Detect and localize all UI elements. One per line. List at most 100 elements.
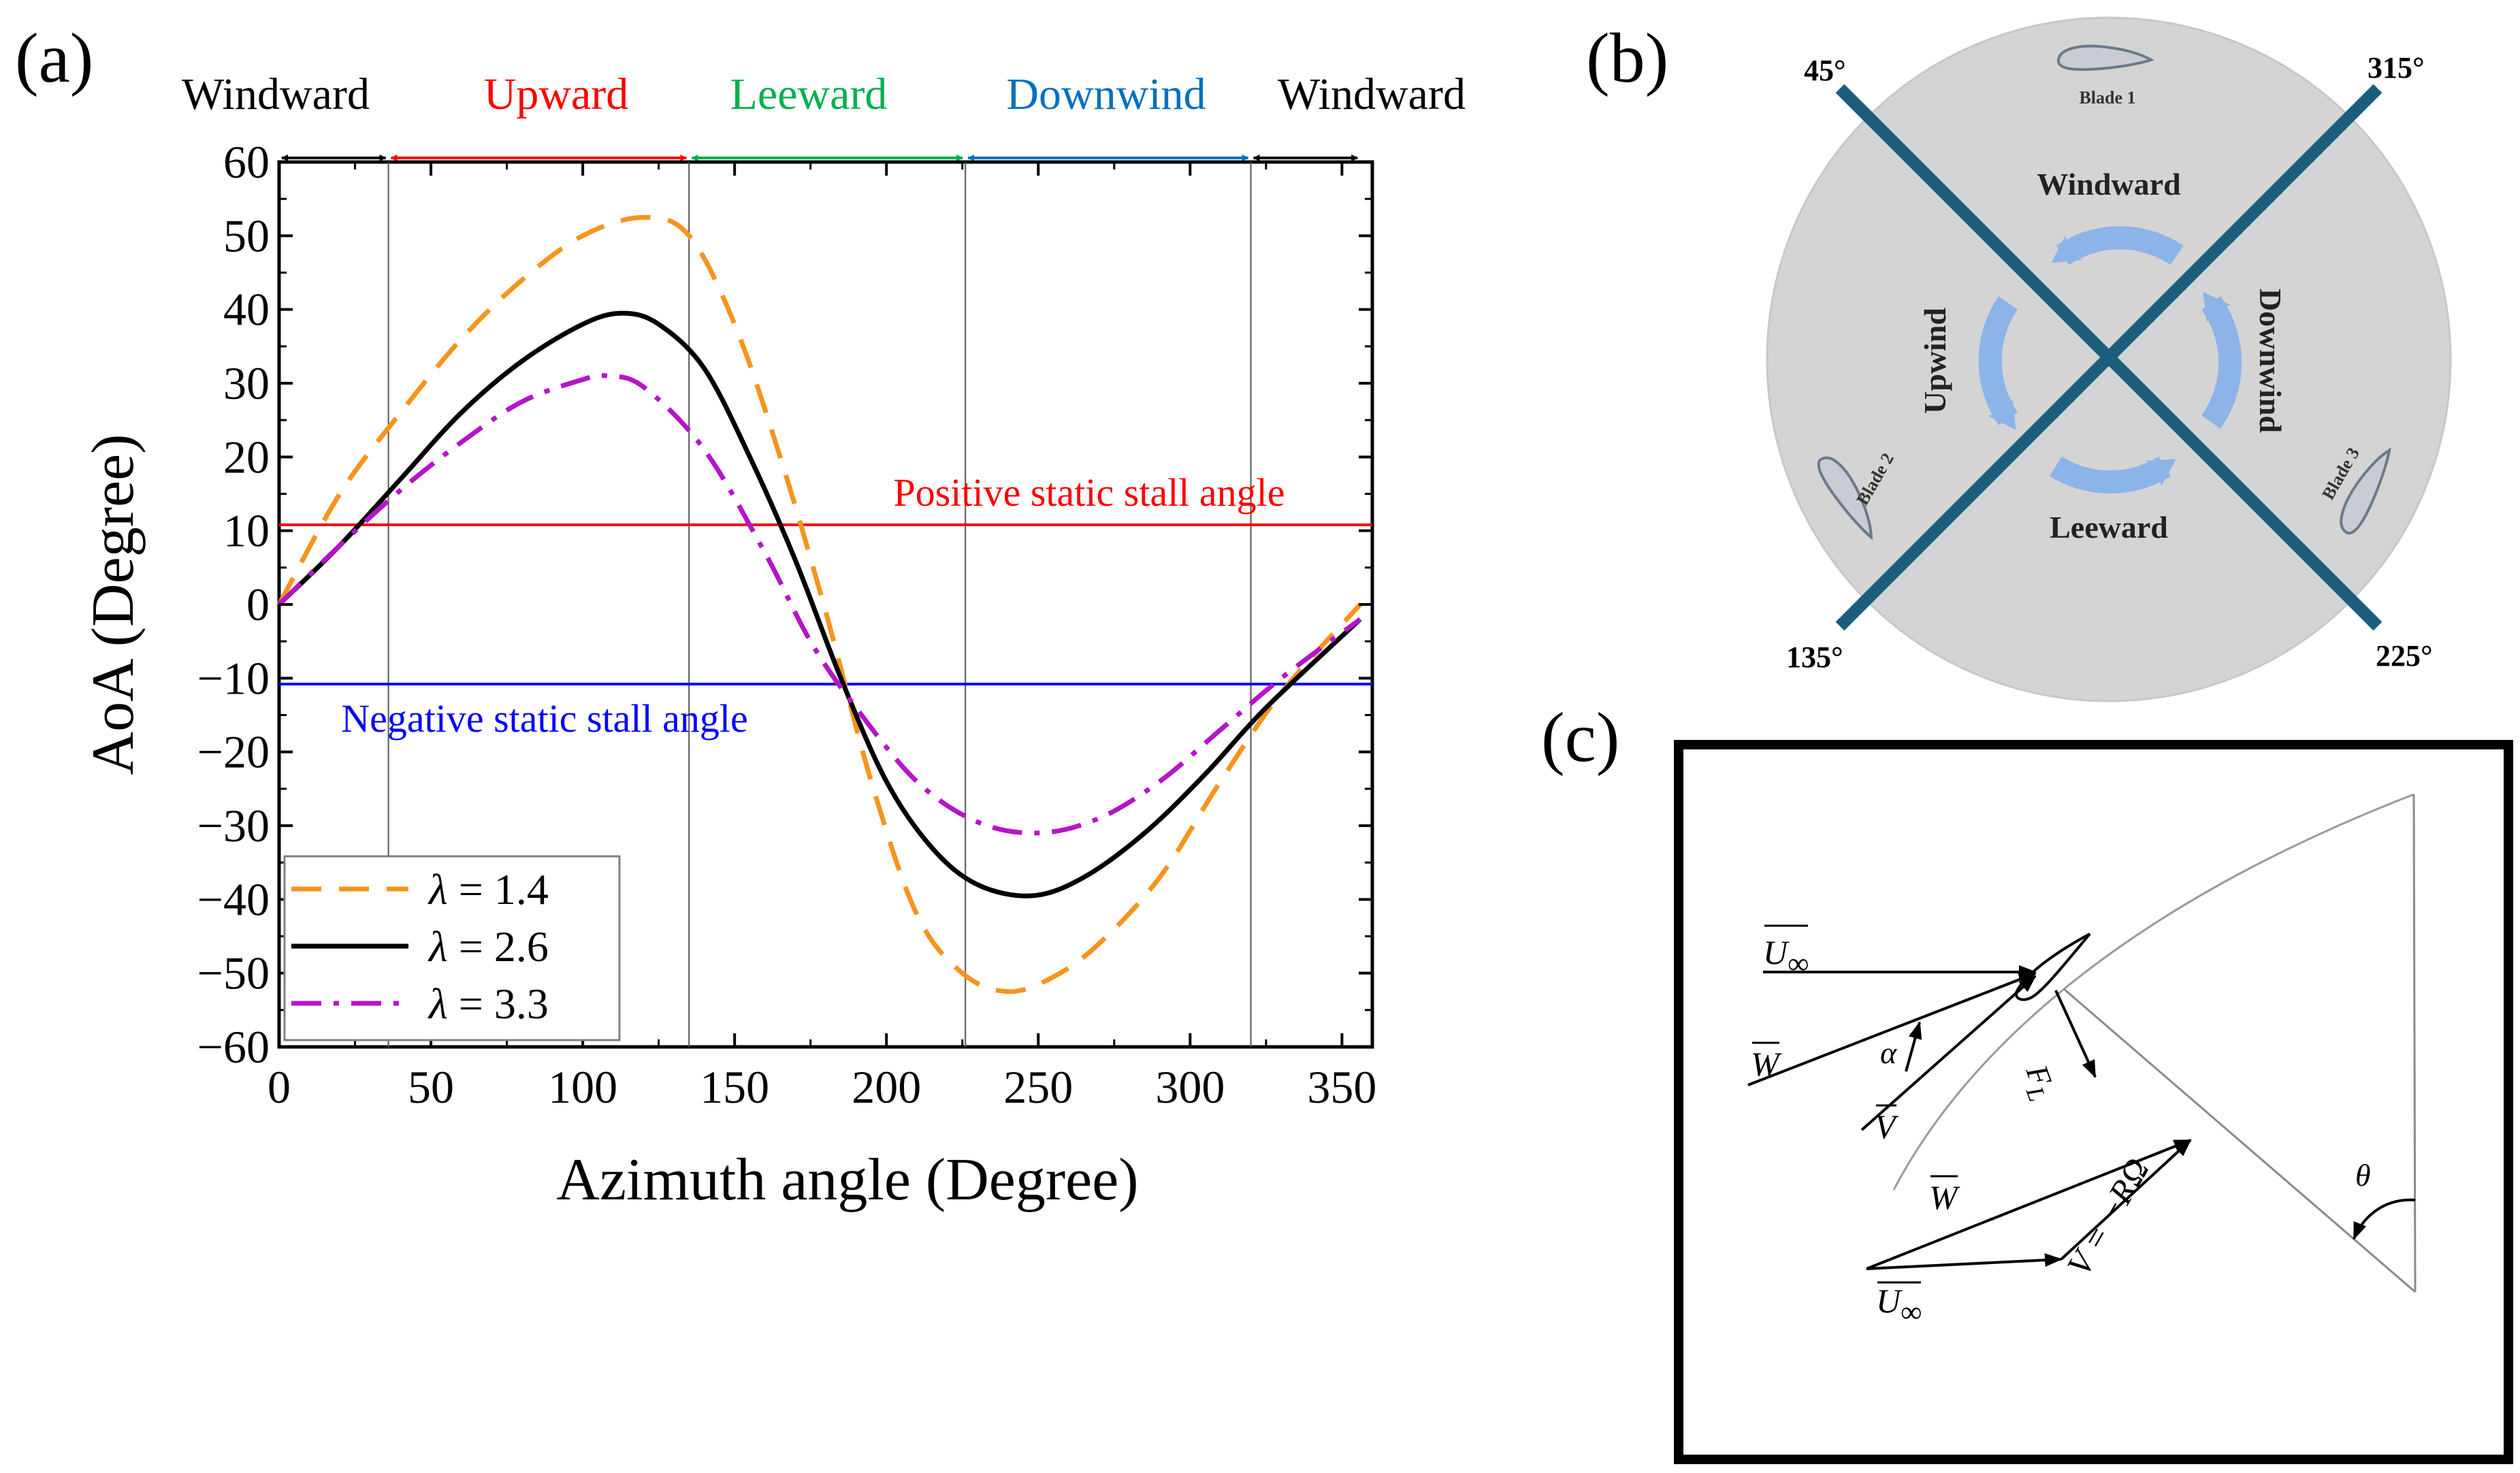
u-inf-label: U∞ (1763, 933, 1809, 980)
y-tick-label-50: 50 (223, 210, 270, 261)
y-tick-label-neg10: −10 (197, 652, 270, 704)
y-tick-label-40: 40 (223, 284, 270, 336)
w-vector (1747, 972, 2037, 1086)
v-label: V (1875, 1107, 1899, 1146)
panel-label-c: (c) (1541, 698, 1619, 777)
legend: λ = 1.4λ = 2.6λ = 3.3 (283, 855, 621, 1041)
legend-lambda-symbol: λ (427, 980, 448, 1028)
sector-label-upwind: Upwind (1918, 308, 1952, 414)
legend-lambda-value: = 2.6 (448, 922, 549, 971)
y-tick-label-neg40: −40 (197, 873, 270, 925)
radius-line-vertical (2412, 794, 2417, 1293)
y-tick-label-30: 30 (223, 357, 270, 409)
blade-3 (2340, 447, 2391, 535)
triangle-u-inf-label: U∞ (1876, 1282, 1922, 1329)
series-line-2-6 (277, 310, 1362, 899)
x-tick-label-0: 0 (268, 1061, 291, 1113)
blade-3-airfoil (2340, 447, 2391, 535)
y-tick-label-20: 20 (223, 431, 270, 483)
x-axis-label: Azimuth angle (Degree) (556, 1147, 1138, 1213)
stall-label-0: Positive static stall angle (893, 470, 1285, 515)
u-inf-subscript: ∞ (1788, 947, 1809, 980)
angle-label-45: 45° (1804, 54, 1846, 87)
stall-label-1: Negative static stall angle (341, 696, 748, 741)
triangle-u-inf-subscript: ∞ (1901, 1295, 1922, 1329)
axis-ticks (278, 161, 1372, 1048)
w-label: W (1751, 1045, 1782, 1083)
blade-2-airfoil (1817, 456, 1873, 540)
blade-1-label: Blade 1 (2079, 88, 2135, 108)
alpha-arrow (1905, 1021, 1922, 1072)
legend-lambda-symbol: λ (427, 865, 448, 913)
blade-1: Blade 1 (2056, 44, 2154, 108)
series-line-3-3 (277, 372, 1362, 836)
x-tick-label-100: 100 (548, 1061, 617, 1113)
y-tick-label-60: 60 (223, 136, 270, 188)
legend-label-1-4: λ = 1.4 (427, 865, 549, 913)
blade-1-airfoil (2056, 44, 2154, 71)
sector-label-leeward: Leeward (2050, 510, 2168, 545)
sector-labels: Windward Upward Leeward Downwind Windward (182, 69, 1466, 119)
y-axis-label: AoA (Degree) (80, 434, 146, 775)
alpha-label: α (1880, 1035, 1897, 1070)
v-vector (1860, 975, 2037, 1131)
triangle-w-vector (1866, 1139, 2192, 1270)
legend-items: λ = 1.4λ = 2.6λ = 3.3 (291, 865, 549, 1028)
y-tick-label-neg30: −30 (197, 800, 270, 852)
y-tick-label-10: 10 (223, 505, 270, 557)
x-tick-label-300: 300 (1155, 1061, 1225, 1113)
legend-lambda-value: = 1.4 (448, 865, 549, 913)
diagonal-line-315-135 (1835, 84, 2382, 631)
triangle-v-vector (2060, 1139, 2192, 1261)
angle-label-315: 315° (2368, 51, 2425, 84)
rotation-arrow-top (2051, 226, 2184, 265)
sector-boundary-lines (387, 162, 1252, 1047)
u-inf-symbol: U (1763, 933, 1790, 971)
y-tick-label-neg60: −60 (197, 1021, 270, 1073)
sector-label-4: Windward (1278, 69, 1466, 119)
stall-reference-lines: Positive static stall angle Negative stat… (279, 470, 1372, 741)
rotation-arrow-bottom (2049, 456, 2176, 494)
sector-label-2: Leeward (730, 69, 888, 119)
sector-label-1: Upward (484, 69, 629, 119)
panel-label-b: (b) (1586, 19, 1668, 97)
x-tick-label-200: 200 (852, 1061, 921, 1113)
legend-lambda-value: = 3.3 (448, 980, 549, 1028)
angle-label-225: 225° (2376, 639, 2433, 673)
rotation-arrow-left (1978, 296, 2018, 430)
series-group (276, 214, 1362, 994)
x-tick-label-50: 50 (408, 1061, 454, 1113)
legend-label-2-6: λ = 2.6 (427, 922, 549, 971)
triangle-u-inf-vector (1866, 1253, 2063, 1270)
triangle-w-label: W (1929, 1178, 1960, 1216)
panel-a: (a) Windward Upward Leeward Downwind Windwar… (15, 19, 1466, 1213)
y-tick-label-neg50: −50 (197, 948, 270, 999)
y-tick-label-0: 0 (246, 579, 270, 630)
x-tick-label-250: 250 (1003, 1061, 1073, 1113)
theta-label: θ (2355, 1158, 2371, 1193)
panel-c: (c) θ U∞ W α V FL W U∞ V = −RΩ (1541, 698, 2513, 1464)
legend-label-3-3: λ = 3.3 (427, 980, 549, 1028)
panel-b: (b) 45° 315° 135° 225° Windward Leeward … (1586, 16, 2452, 702)
blade-2 (1817, 456, 1873, 540)
sector-label-0: Windward (182, 69, 370, 119)
series-line-1-4 (276, 214, 1362, 994)
lift-vector (2054, 990, 2097, 1078)
axis-tick-labels: 0 50 100 150 200 250 300 3506050403020100−10−20… (197, 136, 1377, 1113)
x-tick-label-150: 150 (700, 1061, 769, 1113)
sector-label-3: Downwind (1006, 69, 1206, 119)
rotation-arrows (1978, 226, 2242, 494)
triangle-u-inf-symbol: U (1876, 1282, 1903, 1320)
sector-label-downwind: Downwind (2253, 289, 2288, 434)
sector-label-windward: Windward (2037, 167, 2181, 201)
y-tick-label-neg20: −20 (197, 726, 270, 778)
x-tick-label-350: 350 (1307, 1061, 1376, 1113)
panel-c-frame (1674, 740, 2513, 1464)
theta-arc (2353, 1198, 2416, 1240)
legend-lambda-symbol: λ (427, 922, 448, 971)
rotation-arrow-right (2201, 291, 2242, 429)
angle-label-135: 135° (1786, 641, 1843, 674)
blade-path-arc (1892, 793, 2414, 1191)
radius-line-blade (2063, 988, 2416, 1293)
